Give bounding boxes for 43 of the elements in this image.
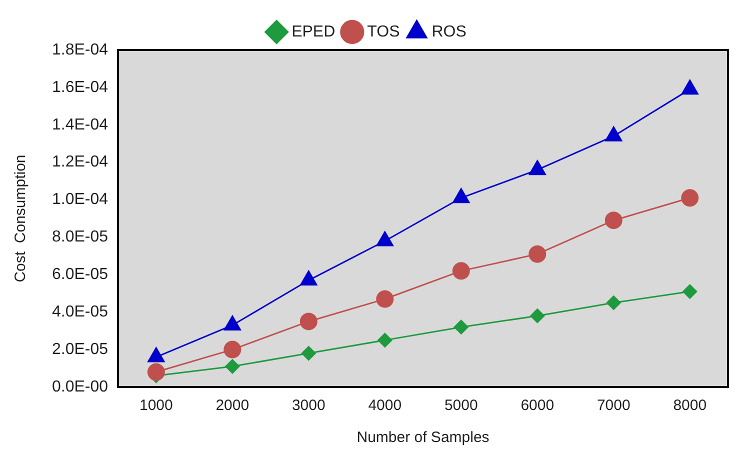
point (681, 80, 698, 95)
point (681, 189, 699, 207)
x-tick-label: 6000 (520, 397, 554, 414)
point (376, 231, 394, 246)
point (605, 126, 622, 142)
point (378, 332, 392, 348)
x-tick-label: 8000 (673, 397, 707, 414)
y-tick-label: 1.4E-04 (52, 116, 108, 134)
point (530, 308, 545, 324)
y-tick-label: 1.0E-04 (52, 191, 108, 208)
point (682, 284, 698, 299)
y-tick-label: 1.6E-04 (52, 78, 108, 96)
point (376, 290, 394, 308)
x-axis-title: Number of Samples (356, 429, 490, 446)
y-tick-label: 4.0E-05 (52, 304, 108, 321)
point (528, 160, 546, 176)
point (225, 359, 240, 374)
legend-label: EPED (292, 23, 336, 40)
point (452, 188, 470, 204)
point (300, 312, 318, 330)
x-tick-label: 2000 (216, 397, 250, 414)
point (606, 296, 621, 310)
y-tick-label: 1.8E-04 (52, 41, 108, 58)
point (604, 212, 622, 230)
point (452, 262, 470, 280)
x-tick-label: 3000 (292, 397, 326, 414)
legend-label: ROS (432, 23, 466, 40)
y-tick-label: 6.0E-05 (52, 266, 108, 284)
x-tick-label: 7000 (596, 397, 630, 414)
x-tick-label: 4000 (368, 397, 402, 414)
y-tick-label: 1.2E-04 (52, 154, 108, 171)
point (528, 245, 546, 263)
point (301, 346, 316, 361)
y-tick-label: 0.0E-00 (52, 378, 108, 396)
point (147, 363, 165, 381)
point (224, 340, 242, 358)
point (454, 320, 468, 334)
x-tick-label: 5000 (444, 397, 478, 414)
legend-label: TOS (367, 23, 400, 40)
y-axis-title: Cost Consumption (12, 154, 30, 282)
y-tick-label: 2.0E-05 (52, 340, 108, 358)
x-tick-label: 1000 (139, 397, 173, 414)
y-tick-label: 8.0E-05 (52, 228, 108, 246)
